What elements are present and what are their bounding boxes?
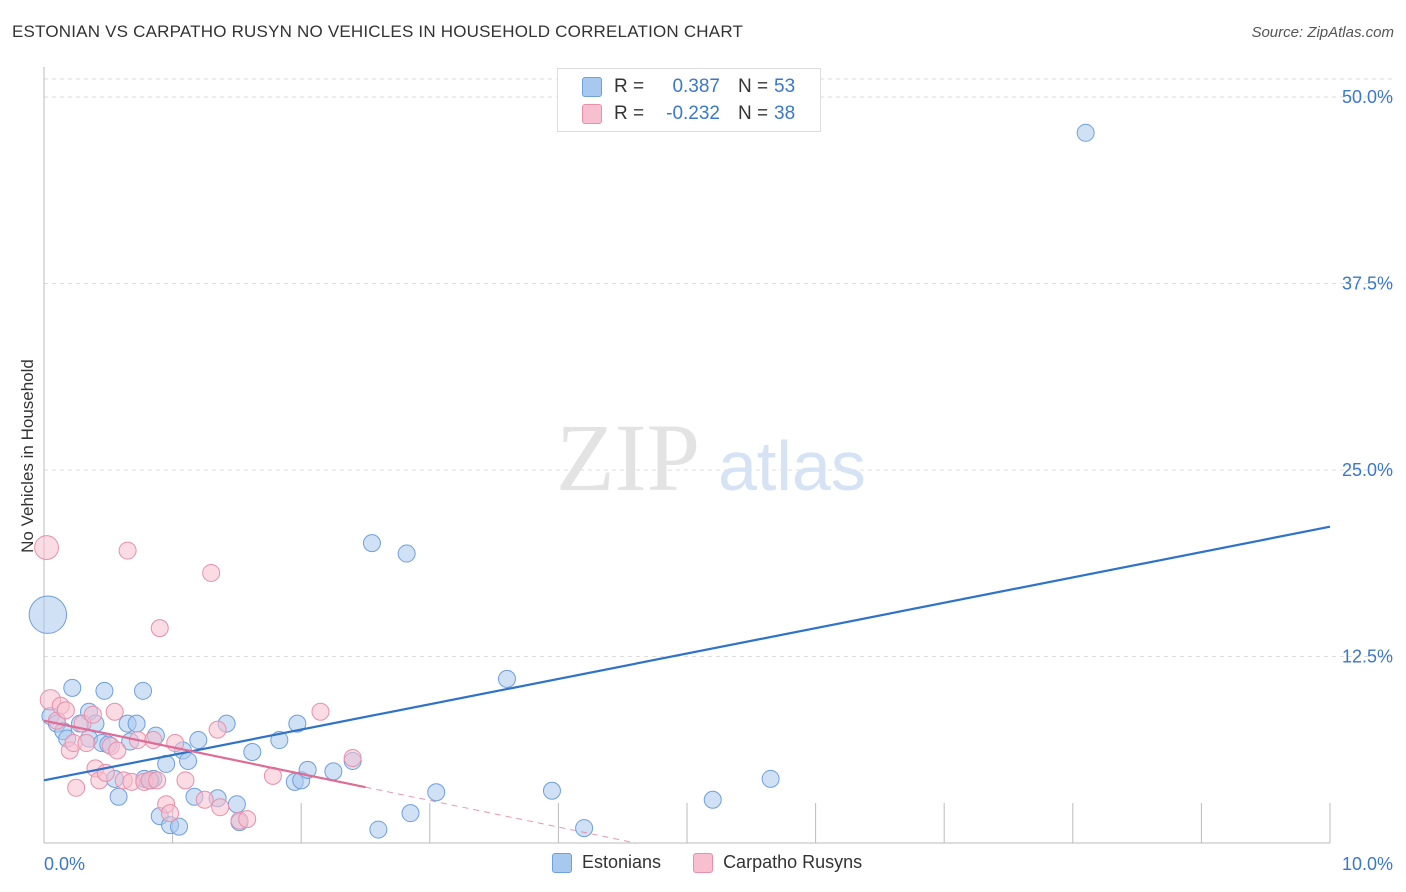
estonian-point: [288, 714, 307, 733]
y-axis-label: No Vehicles in Household: [18, 359, 37, 553]
watermark: ZIP atlas: [556, 404, 866, 511]
carpatho-rusyn-point: [77, 734, 96, 753]
carpatho-rusyn-point: [118, 541, 137, 560]
carpatho-rusyn-point: [311, 702, 330, 721]
estonian-point: [95, 681, 114, 700]
carpatho-rusyn-point: [67, 778, 86, 797]
carpatho-rusyn-point: [56, 701, 75, 720]
carpatho-rusyn-trend-line-extension: [365, 786, 636, 844]
estonian-point: [243, 742, 262, 761]
carpatho-rusyn-point: [343, 748, 362, 767]
legend-item-estonians: Estonians: [552, 852, 661, 873]
estonian-point: [127, 714, 146, 733]
legend-swatch-estonians: [552, 852, 572, 873]
carpatho-rusyn-point: [144, 731, 163, 750]
series-legend: Estonians Carpatho Rusyns: [552, 852, 894, 873]
y-tick-label: 50.0%: [1342, 87, 1393, 107]
legend-n-label: N =: [738, 76, 769, 97]
y-tick-label: 12.5%: [1342, 647, 1393, 667]
grid-lines: [44, 78, 1394, 657]
legend-label-estonians: Estonians: [582, 852, 662, 872]
legend-r-value: 0.387: [672, 76, 720, 97]
estonian-point: [28, 595, 68, 634]
estonian-point: [324, 762, 343, 781]
legend-r-value: -0.232: [666, 103, 720, 124]
estonian-point: [179, 751, 198, 770]
estonian-point: [134, 681, 153, 700]
estonian-point: [1076, 123, 1095, 142]
carpatho-rusyn-point: [202, 563, 221, 582]
carpatho-rusyn-point: [195, 790, 214, 809]
carpatho-rusyn-point: [148, 771, 167, 790]
correlation-legend: R = 0.387 N = 53 R = -0.232 N = 38: [557, 68, 821, 132]
estonian-point: [109, 787, 128, 806]
estonian-point: [575, 819, 594, 838]
x-tick-label: 10.0%: [1342, 854, 1393, 874]
legend-item-carpatho-rusyns: Carpatho Rusyns: [693, 852, 862, 873]
legend-n-value: 38: [774, 103, 796, 124]
legend-n-value: 53: [774, 76, 796, 97]
carpatho-rusyn-point: [208, 720, 227, 739]
y-tick-label: 25.0%: [1342, 460, 1393, 480]
legend-swatch-estonians: [582, 77, 602, 97]
carpatho-rusyn-point: [34, 535, 59, 560]
estonian-point: [401, 804, 420, 823]
chart-title: ESTONIAN VS CARPATHO RUSYN NO VEHICLES I…: [12, 22, 744, 41]
legend-swatch-carpatho-rusyns: [582, 104, 602, 124]
carpatho-rusyn-point: [150, 619, 169, 638]
carpatho-rusyn-point: [238, 810, 257, 829]
estonian-point: [427, 783, 446, 802]
x-tick-label: 0.0%: [44, 854, 85, 874]
carpatho-rusyn-point: [83, 705, 102, 724]
legend-r-label: R =: [614, 76, 645, 97]
legend-n-label: N =: [738, 103, 769, 124]
estonian-point: [362, 534, 381, 553]
estonian-point: [189, 731, 208, 750]
estonian-point: [227, 795, 246, 814]
axes: [43, 67, 1331, 844]
legend-row-carpatho-rusyns: R = -0.232 N = 38: [582, 102, 795, 126]
source-credit: Source: ZipAtlas.com: [1251, 24, 1394, 41]
estonian-point: [63, 678, 82, 697]
watermark-zip: ZIP: [556, 404, 700, 511]
estonian-point: [542, 781, 561, 800]
tick-labels: 12.5% 25.0% 37.5% 50.0% 0.0% 10.0%: [44, 87, 1393, 874]
estonian-trend-line: [43, 525, 1331, 782]
legend-r-label: R =: [614, 103, 645, 124]
y-tick-label: 37.5%: [1342, 274, 1393, 294]
carpatho-rusyn-point: [176, 771, 195, 790]
carpatho-rusyn-trend-line: [43, 719, 366, 789]
legend-row-estonians: R = 0.387 N = 53: [582, 75, 795, 99]
estonian-point: [497, 669, 516, 688]
carpatho-rusyn-point: [108, 741, 127, 760]
legend-swatch-carpatho-rusyns: [693, 852, 714, 873]
estonian-point: [369, 820, 388, 839]
estonian-point: [703, 790, 722, 809]
carpatho-rusyn-point: [105, 702, 124, 721]
estonian-point: [397, 544, 416, 563]
legend-label-carpatho-rusyns: Carpatho Rusyns: [723, 852, 863, 872]
estonian-point: [170, 817, 189, 836]
watermark-atlas: atlas: [718, 427, 866, 505]
carpatho-rusyn-point: [211, 798, 230, 817]
estonian-point: [761, 769, 780, 788]
carpatho-rusyn-point: [161, 804, 180, 823]
trend-lines: [43, 525, 1331, 844]
